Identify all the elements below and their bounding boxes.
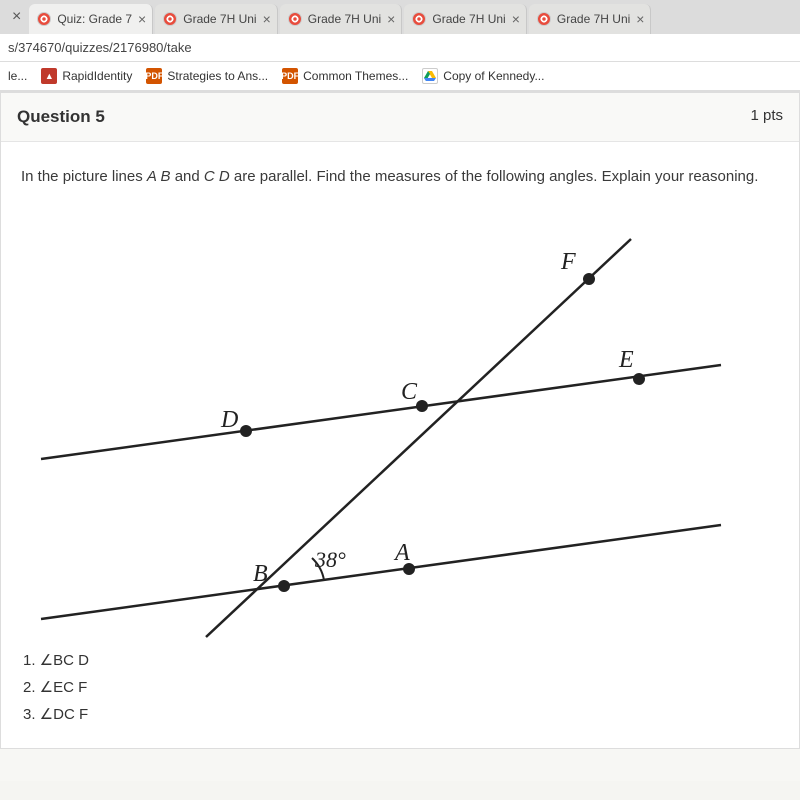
question-card: Question 5 1 pts In the picture lines A … bbox=[0, 92, 800, 749]
bookmark-label: Common Themes... bbox=[303, 69, 408, 83]
tab-label: Grade 7H Uni bbox=[308, 12, 381, 26]
tab-grade-4[interactable]: Grade 7H Uni × bbox=[529, 4, 652, 34]
question-prompt: In the picture lines A B and C D are par… bbox=[1, 142, 799, 199]
bookmark-label: le... bbox=[8, 69, 27, 83]
tab-label: Grade 7H Uni bbox=[432, 12, 505, 26]
bookmark-strategies[interactable]: PDF Strategies to Ans... bbox=[146, 68, 268, 84]
question-title: Question 5 bbox=[17, 107, 105, 127]
prompt-text: are parallel. Find the measures of the f… bbox=[230, 168, 759, 185]
canvas-icon bbox=[163, 12, 177, 26]
bookmarks-bar: le... ▲ RapidIdentity PDF Strategies to … bbox=[0, 62, 800, 91]
close-icon[interactable]: × bbox=[263, 11, 271, 27]
prompt-text: In the picture lines bbox=[21, 168, 147, 185]
tab-label: Grade 7H Uni bbox=[183, 12, 256, 26]
canvas-icon bbox=[37, 12, 51, 26]
answer-list: 1. ∠BC D 2. ∠EC F 3. ∠DC F bbox=[1, 639, 799, 748]
bookmark-label: Strategies to Ans... bbox=[167, 69, 268, 83]
svg-text:C: C bbox=[401, 379, 418, 405]
geometry-diagram: 38° F E C D B A bbox=[1, 199, 799, 639]
canvas-icon bbox=[412, 12, 426, 26]
svg-text:38°: 38° bbox=[314, 547, 346, 572]
close-icon[interactable]: × bbox=[387, 11, 395, 27]
close-icon[interactable]: × bbox=[4, 8, 29, 26]
bookmark-kennedy[interactable]: Copy of Kennedy... bbox=[422, 68, 544, 84]
url-text: s/374670/quizzes/2176980/take bbox=[8, 40, 192, 55]
pdf-icon: PDF bbox=[282, 68, 298, 84]
bookmark-label: RapidIdentity bbox=[62, 69, 132, 83]
bookmark-first[interactable]: le... bbox=[8, 69, 27, 83]
answer-1: 1. ∠BC D bbox=[23, 647, 777, 674]
tab-quiz[interactable]: Quiz: Grade 7 × bbox=[29, 4, 153, 34]
answer-3: 3. ∠DC F bbox=[23, 701, 777, 728]
answer-2: 2. ∠EC F bbox=[23, 674, 777, 701]
bookmark-rapididentity[interactable]: ▲ RapidIdentity bbox=[41, 68, 132, 84]
question-points: 1 pts bbox=[750, 107, 783, 127]
tab-label: Quiz: Grade 7 bbox=[57, 12, 132, 26]
svg-text:F: F bbox=[560, 249, 576, 275]
diagram-svg: 38° F E C D B A bbox=[21, 209, 741, 639]
tab-grade-1[interactable]: Grade 7H Uni × bbox=[155, 4, 278, 34]
question-header: Question 5 1 pts bbox=[1, 93, 799, 142]
pdf-icon: PDF bbox=[146, 68, 162, 84]
tab-grade-3[interactable]: Grade 7H Uni × bbox=[404, 4, 527, 34]
var-ab: A B bbox=[147, 168, 171, 185]
close-icon[interactable]: × bbox=[138, 11, 146, 27]
svg-text:A: A bbox=[393, 540, 410, 566]
page-content: Question 5 1 pts In the picture lines A … bbox=[0, 91, 800, 781]
bookmark-label: Copy of Kennedy... bbox=[443, 69, 544, 83]
tab-grade-2[interactable]: Grade 7H Uni × bbox=[280, 4, 403, 34]
drive-icon bbox=[422, 68, 438, 84]
svg-text:D: D bbox=[220, 407, 238, 433]
bookmark-common[interactable]: PDF Common Themes... bbox=[282, 68, 408, 84]
browser-tabs: × Quiz: Grade 7 × Grade 7H Uni × Grade 7… bbox=[0, 0, 800, 34]
canvas-icon bbox=[288, 12, 302, 26]
close-icon[interactable]: × bbox=[636, 11, 644, 27]
canvas-icon bbox=[537, 12, 551, 26]
close-icon[interactable]: × bbox=[512, 11, 520, 27]
var-cd: C D bbox=[204, 168, 230, 185]
svg-text:B: B bbox=[253, 561, 268, 587]
svg-text:E: E bbox=[618, 347, 634, 373]
tab-label: Grade 7H Uni bbox=[557, 12, 630, 26]
url-bar[interactable]: s/374670/quizzes/2176980/take bbox=[0, 34, 800, 62]
rapid-icon: ▲ bbox=[41, 68, 57, 84]
prompt-text: and bbox=[171, 168, 204, 185]
